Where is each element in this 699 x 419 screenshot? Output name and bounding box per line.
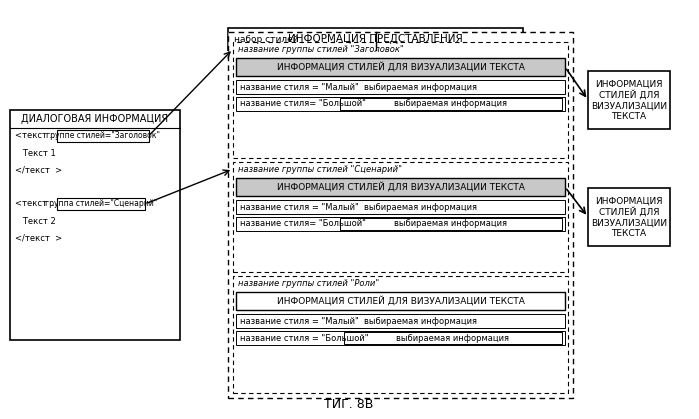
Text: выбираемая информация: выбираемая информация xyxy=(396,334,510,342)
Bar xyxy=(236,217,565,231)
Text: группе стилей="Заголовок": группе стилей="Заголовок" xyxy=(45,132,160,140)
Bar xyxy=(236,178,565,196)
Text: группа стилей="Сценарий": группа стилей="Сценарий" xyxy=(45,199,157,209)
Bar xyxy=(228,32,573,398)
Bar xyxy=(228,28,523,50)
Text: название стиля = "Малый"  выбираемая информация: название стиля = "Малый" выбираемая инфо… xyxy=(240,316,477,326)
Text: ИНФОРМАЦИЯ СТИЛЕЙ ДЛЯ ВИЗУАЛИЗАЦИИ ТЕКСТА: ИНФОРМАЦИЯ СТИЛЕЙ ДЛЯ ВИЗУАЛИЗАЦИИ ТЕКСТ… xyxy=(277,62,524,72)
Bar xyxy=(588,188,670,246)
Bar xyxy=(340,218,562,230)
Bar xyxy=(233,162,568,272)
Text: название стиля = "Большой": название стиля = "Большой" xyxy=(240,334,368,342)
Bar xyxy=(236,80,565,94)
Bar xyxy=(236,292,565,310)
Bar xyxy=(236,331,565,345)
Bar xyxy=(344,332,562,344)
Text: название группы стилей "Сценарий": название группы стилей "Сценарий" xyxy=(238,165,402,173)
Text: ДИАЛОГОВАЯ ИНФОРМАЦИЯ: ДИАЛОГОВАЯ ИНФОРМАЦИЯ xyxy=(22,114,168,124)
Text: <текст ...: <текст ... xyxy=(15,199,63,209)
Text: название стиля= "Большой": название стиля= "Большой" xyxy=(240,220,366,228)
Bar xyxy=(57,130,148,142)
Text: </текст  >: </текст > xyxy=(15,233,62,243)
Bar xyxy=(588,71,670,129)
Text: Текст 2: Текст 2 xyxy=(15,217,56,225)
Bar xyxy=(236,97,565,111)
Text: ИНФОРМАЦИЯ СТИЛЕЙ ДЛЯ ВИЗУАЛИЗАЦИИ ТЕКСТА: ИНФОРМАЦИЯ СТИЛЕЙ ДЛЯ ВИЗУАЛИЗАЦИИ ТЕКСТ… xyxy=(277,182,524,192)
Text: название стиля = "Малый"  выбираемая информация: название стиля = "Малый" выбираемая инфо… xyxy=(240,83,477,91)
Text: название группы стилей "Заголовок": название группы стилей "Заголовок" xyxy=(238,44,404,54)
Bar xyxy=(233,276,568,393)
Text: ИНФОРМАЦИЯ СТИЛЕЙ ДЛЯ ВИЗУАЛИЗАЦИИ ТЕКСТА: ИНФОРМАЦИЯ СТИЛЕЙ ДЛЯ ВИЗУАЛИЗАЦИИ ТЕКСТ… xyxy=(277,296,524,306)
Bar xyxy=(236,314,565,328)
Text: набор стилей: набор стилей xyxy=(234,34,298,44)
Text: </текст  >: </текст > xyxy=(15,166,62,174)
Text: название группы стилей "Роли": название группы стилей "Роли" xyxy=(238,279,380,287)
Text: выбираемая информация: выбираемая информация xyxy=(394,99,507,109)
Text: название стиля = "Малый"  выбираемая информация: название стиля = "Малый" выбираемая инфо… xyxy=(240,202,477,212)
Text: выбираемая информация: выбираемая информация xyxy=(394,220,507,228)
Text: ΤИГ. 8В: ΤИГ. 8В xyxy=(324,398,374,411)
Text: ИНФОРМАЦИЯ ПРЕДСТАВЛЕНИЯ: ИНФОРМАЦИЯ ПРЕДСТАВЛЕНИЯ xyxy=(288,34,463,44)
Bar xyxy=(10,110,180,340)
Text: Текст 1: Текст 1 xyxy=(15,148,56,158)
Bar xyxy=(236,58,565,76)
Bar xyxy=(57,198,145,210)
Text: <текст ...: <текст ... xyxy=(15,132,63,140)
Text: ИНФОРМАЦИЯ
СТИЛЕЙ ДЛЯ
ВИЗУАЛИЗАЦИИ
ТЕКСТА: ИНФОРМАЦИЯ СТИЛЕЙ ДЛЯ ВИЗУАЛИЗАЦИИ ТЕКСТ… xyxy=(591,197,667,238)
Bar xyxy=(236,200,565,214)
Text: ИНФОРМАЦИЯ
СТИЛЕЙ ДЛЯ
ВИЗУАЛИЗАЦИИ
ТЕКСТА: ИНФОРМАЦИЯ СТИЛЕЙ ДЛЯ ВИЗУАЛИЗАЦИИ ТЕКСТ… xyxy=(591,79,667,121)
Text: название стиля= "Большой": название стиля= "Большой" xyxy=(240,99,366,109)
Bar xyxy=(233,42,568,158)
Bar xyxy=(340,98,562,110)
